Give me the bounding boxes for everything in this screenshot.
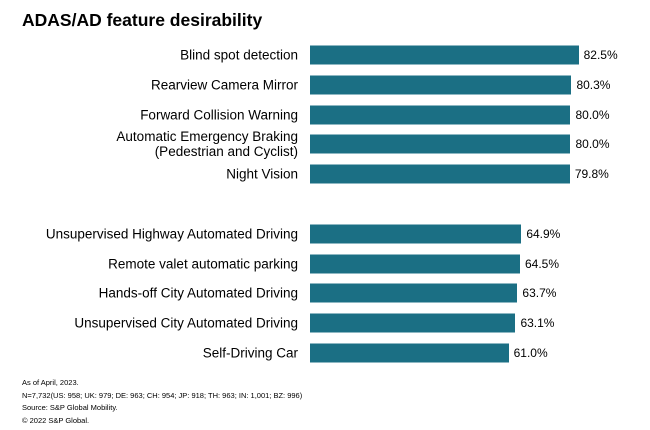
bar bbox=[310, 75, 572, 95]
value-label: 82.5% bbox=[583, 48, 618, 62]
category-label: Remote valet automatic parking bbox=[108, 256, 298, 272]
value-label: 80.0% bbox=[575, 137, 610, 152]
bar bbox=[310, 224, 522, 244]
category-label: Self-Driving Car bbox=[202, 345, 298, 361]
category-label: Unsupervised City Automated Driving bbox=[74, 315, 298, 331]
category-label: Night Vision bbox=[226, 166, 298, 182]
value-label: 80.3% bbox=[576, 77, 611, 92]
bar bbox=[310, 283, 518, 303]
bar bbox=[310, 164, 570, 184]
value-label: 64.5% bbox=[525, 256, 560, 271]
category-label: Unsupervised Highway Automated Driving bbox=[45, 226, 298, 242]
footnote: N=7,732(US: 958; UK: 979; DE: 963; CH: 9… bbox=[22, 390, 303, 400]
value-label: 63.7% bbox=[522, 286, 557, 301]
value-label: 61.0% bbox=[513, 346, 548, 360]
value-label: 80.0% bbox=[575, 107, 610, 122]
bar bbox=[310, 254, 520, 274]
bar bbox=[310, 313, 516, 333]
value-label: 63.1% bbox=[520, 316, 555, 331]
chart-title: ADAS/AD feature desirability bbox=[22, 10, 263, 30]
footnote: As of April, 2023. bbox=[22, 378, 79, 387]
category-label: Automatic Emergency Braking (Pedestrian … bbox=[116, 129, 298, 160]
bar bbox=[310, 105, 571, 125]
category-label: Rearview Camera Mirror bbox=[150, 77, 298, 93]
value-label: 64.9% bbox=[526, 226, 561, 241]
bar bbox=[310, 45, 579, 65]
value-label: 79.8% bbox=[574, 167, 609, 182]
category-label: Hands-off City Automated Driving bbox=[98, 285, 298, 301]
bar bbox=[310, 134, 571, 154]
footnote: Source: S&P Global Mobility. bbox=[22, 403, 118, 412]
category-label: Forward Collision Warning bbox=[140, 107, 298, 123]
category-label: Blind spot detection bbox=[180, 47, 298, 63]
footnote: © 2022 S&P Global. bbox=[22, 415, 90, 425]
bar bbox=[310, 343, 509, 363]
